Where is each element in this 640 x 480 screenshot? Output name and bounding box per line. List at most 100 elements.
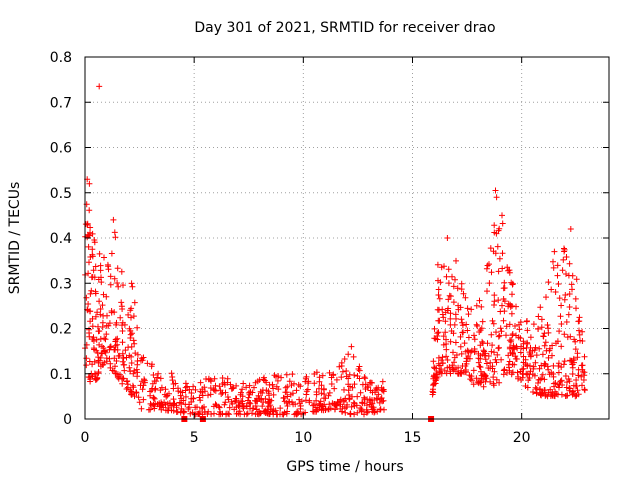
data-point bbox=[359, 399, 366, 406]
data-point bbox=[444, 235, 451, 241]
data-point bbox=[138, 405, 145, 412]
data-point bbox=[111, 346, 118, 353]
data-point bbox=[346, 395, 353, 402]
data-point bbox=[232, 398, 238, 405]
data-point bbox=[87, 290, 94, 297]
data-point bbox=[302, 397, 309, 404]
data-point bbox=[297, 383, 304, 390]
data-point bbox=[578, 362, 585, 369]
data-point bbox=[439, 354, 446, 361]
data-point bbox=[490, 374, 497, 381]
data-point bbox=[544, 393, 551, 400]
data-point bbox=[304, 386, 311, 393]
data-point bbox=[275, 373, 282, 380]
data-point bbox=[104, 261, 111, 268]
data-point bbox=[447, 338, 454, 345]
data-point bbox=[367, 387, 374, 394]
data-point bbox=[503, 323, 510, 330]
data-point bbox=[491, 292, 498, 299]
data-point bbox=[247, 405, 253, 412]
data-point bbox=[228, 398, 235, 405]
data-point bbox=[107, 273, 114, 280]
data-point bbox=[219, 389, 226, 396]
data-point bbox=[546, 347, 553, 354]
data-point bbox=[97, 311, 104, 318]
data-point bbox=[524, 384, 531, 391]
data-point bbox=[533, 386, 540, 392]
data-point bbox=[558, 364, 565, 371]
data-point bbox=[446, 292, 453, 299]
data-point bbox=[106, 355, 113, 362]
data-point bbox=[567, 357, 573, 364]
data-point bbox=[430, 389, 437, 396]
x-tick-label: 5 bbox=[190, 430, 199, 446]
data-point bbox=[536, 365, 543, 372]
data-point bbox=[333, 376, 340, 383]
data-point bbox=[537, 304, 544, 311]
data-point bbox=[538, 375, 545, 382]
data-point bbox=[544, 363, 551, 370]
data-point bbox=[544, 322, 551, 328]
data-point bbox=[362, 381, 369, 388]
data-point bbox=[105, 266, 112, 273]
data-point bbox=[148, 402, 155, 409]
data-point bbox=[538, 324, 545, 331]
data-point bbox=[361, 394, 368, 401]
data-point bbox=[180, 408, 187, 415]
data-point bbox=[485, 353, 492, 359]
data-point bbox=[254, 378, 261, 385]
data-point bbox=[89, 361, 96, 368]
data-point bbox=[457, 343, 464, 350]
data-point bbox=[111, 355, 118, 362]
data-point bbox=[367, 379, 374, 386]
data-point bbox=[438, 366, 445, 373]
data-point bbox=[328, 381, 335, 387]
data-point bbox=[530, 363, 537, 370]
data-point bbox=[493, 376, 500, 383]
data-point bbox=[313, 407, 320, 414]
data-point bbox=[573, 276, 580, 283]
data-point bbox=[545, 279, 552, 286]
data-point bbox=[530, 389, 536, 395]
data-point bbox=[263, 379, 270, 386]
data-point bbox=[565, 311, 572, 318]
data-point bbox=[496, 332, 503, 339]
data-point bbox=[442, 318, 449, 325]
data-point bbox=[96, 328, 103, 334]
data-point bbox=[493, 194, 500, 201]
data-point bbox=[443, 273, 450, 280]
data-point bbox=[558, 321, 565, 327]
data-point bbox=[361, 374, 368, 381]
data-point bbox=[107, 360, 114, 367]
data-point bbox=[165, 407, 172, 414]
data-point bbox=[188, 395, 195, 402]
data-point bbox=[197, 379, 204, 386]
data-point bbox=[273, 383, 280, 390]
data-point bbox=[439, 311, 446, 318]
data-point bbox=[341, 356, 348, 362]
data-point bbox=[170, 407, 177, 414]
data-point bbox=[270, 385, 277, 392]
data-point bbox=[487, 378, 494, 385]
data-point bbox=[108, 308, 115, 314]
data-point bbox=[266, 411, 273, 417]
data-point bbox=[460, 290, 467, 297]
data-point bbox=[225, 410, 231, 417]
data-point bbox=[235, 403, 242, 410]
data-point bbox=[260, 376, 267, 383]
data-point bbox=[205, 408, 212, 415]
data-point bbox=[264, 406, 271, 413]
data-point bbox=[83, 294, 90, 301]
data-point bbox=[527, 362, 533, 369]
data-point bbox=[169, 377, 176, 384]
data-point bbox=[86, 207, 93, 214]
data-point bbox=[277, 405, 284, 412]
data-point bbox=[344, 401, 351, 408]
data-point bbox=[89, 323, 96, 330]
data-point bbox=[267, 402, 274, 409]
data-point bbox=[499, 265, 506, 272]
data-point bbox=[506, 321, 513, 328]
data-point bbox=[122, 347, 129, 354]
data-point bbox=[87, 378, 94, 385]
data-point bbox=[566, 260, 573, 267]
